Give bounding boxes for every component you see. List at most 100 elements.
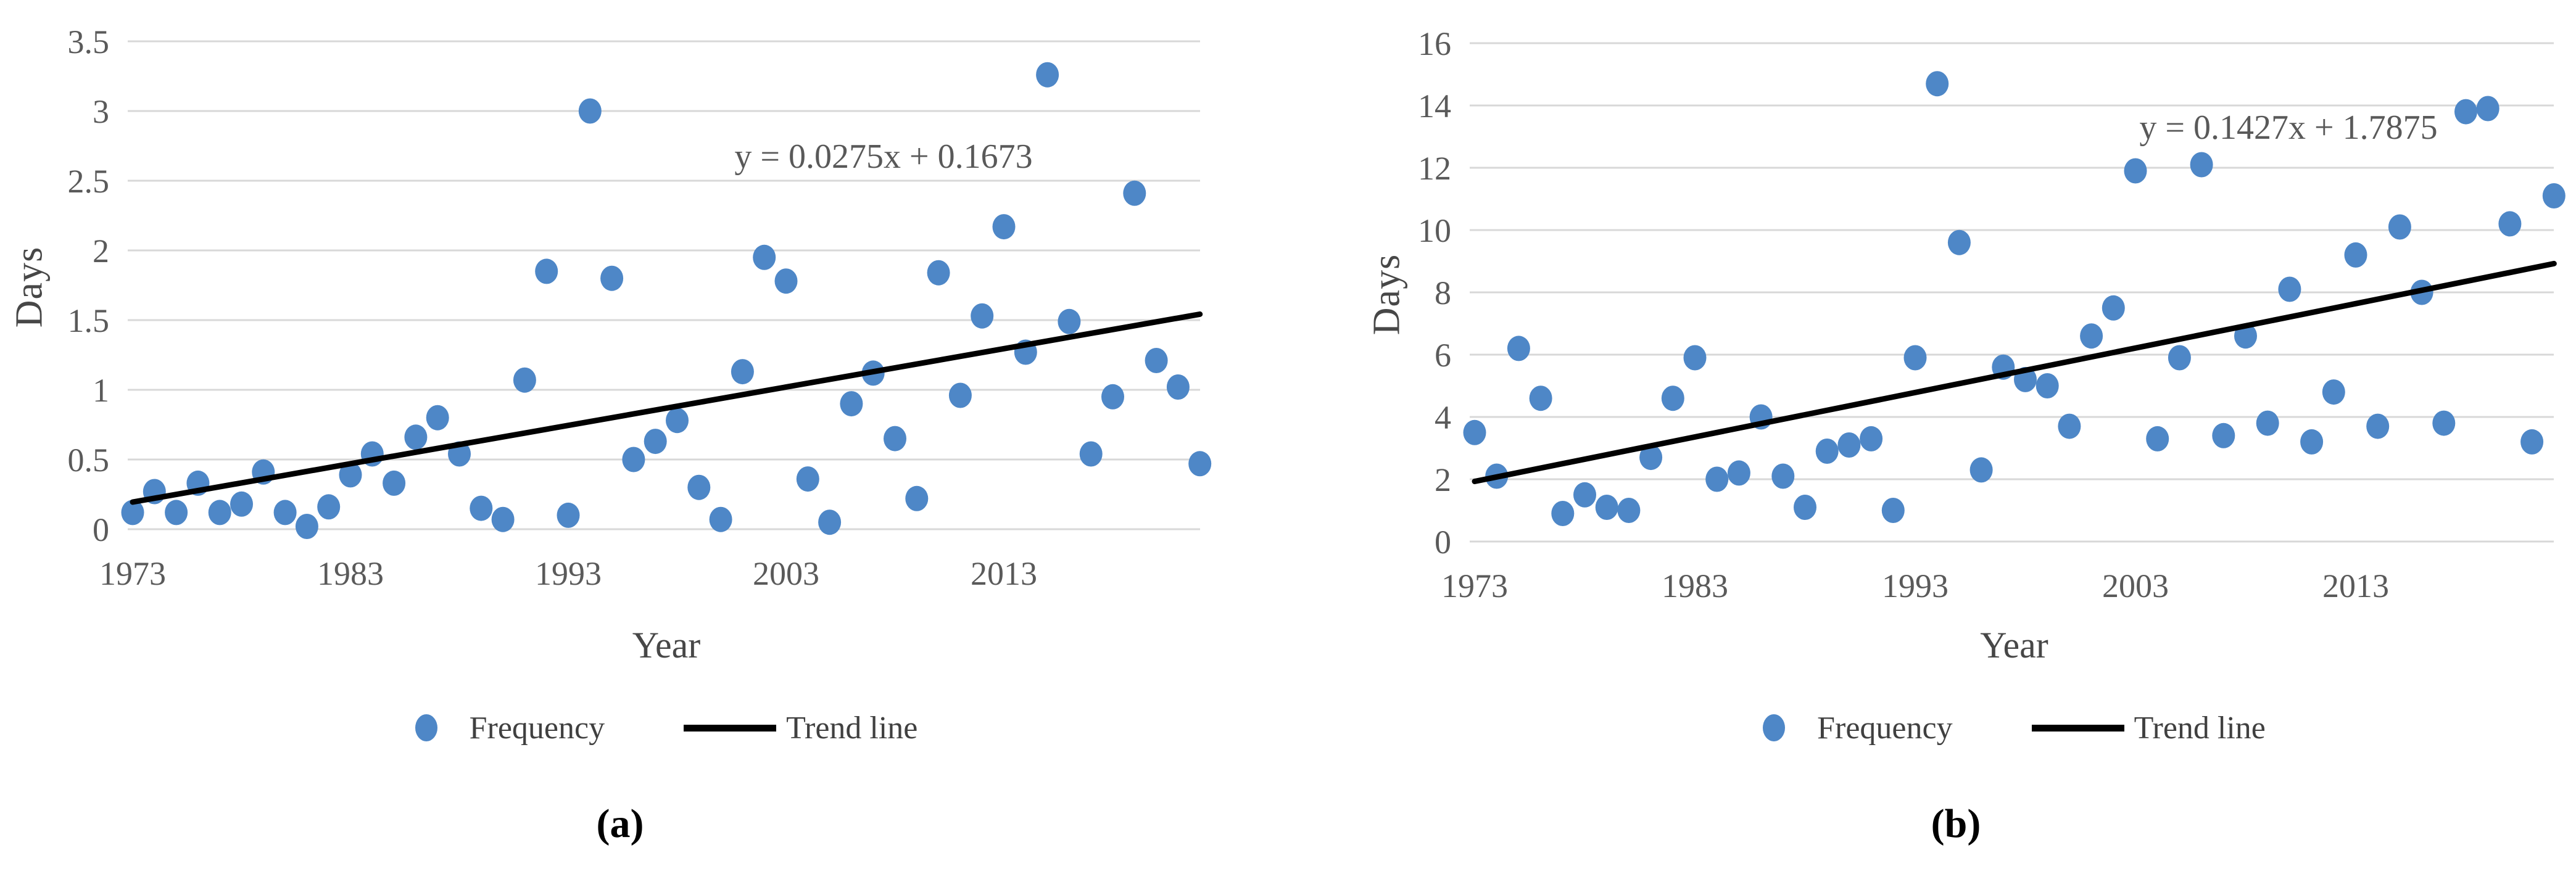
data-point bbox=[1639, 445, 1663, 471]
trend-equation-a: y = 0.0275x + 0.1673 bbox=[734, 138, 1033, 176]
legend-label-frequency: Frequency bbox=[469, 710, 605, 746]
y-tick-label: 1.5 bbox=[68, 302, 110, 339]
legend-a: Frequency Trend line bbox=[133, 703, 1200, 752]
trend-equation-b: y = 0.1427x + 1.7875 bbox=[2139, 109, 2438, 147]
y-tick-label: 8 bbox=[1435, 274, 1451, 311]
data-point bbox=[796, 466, 819, 492]
data-point bbox=[2344, 242, 2367, 268]
data-point bbox=[2080, 323, 2103, 349]
y-tick-label: 0 bbox=[1435, 524, 1451, 561]
data-point bbox=[1123, 180, 1146, 206]
data-point bbox=[230, 491, 253, 517]
data-point bbox=[644, 429, 667, 455]
data-point bbox=[840, 391, 863, 417]
data-point bbox=[121, 500, 144, 525]
data-point bbox=[383, 470, 406, 496]
data-point bbox=[339, 462, 362, 488]
data-point bbox=[1860, 426, 1883, 451]
data-point bbox=[1771, 463, 1795, 489]
data-point bbox=[2058, 413, 2081, 439]
legend-label-trendline: Trend line bbox=[786, 710, 918, 746]
x-tick-label: 1973 bbox=[1441, 567, 1508, 604]
y-tick-label: 1 bbox=[93, 372, 109, 409]
y-axis-title-b: Days bbox=[1365, 253, 1408, 336]
y-tick-label: 12 bbox=[1418, 150, 1451, 187]
trend-line bbox=[130, 311, 1203, 505]
y-tick-label: 2 bbox=[93, 233, 109, 270]
data-point bbox=[774, 268, 798, 294]
data-point bbox=[1881, 498, 1905, 523]
data-point bbox=[2124, 158, 2147, 184]
data-point bbox=[1079, 441, 1103, 467]
data-point bbox=[165, 500, 188, 525]
y-tick-label: 10 bbox=[1418, 212, 1451, 249]
x-tick-label: 1993 bbox=[535, 555, 602, 592]
data-point bbox=[1507, 336, 1530, 361]
data-point bbox=[1529, 385, 1552, 411]
y-tick-label: 3 bbox=[93, 93, 109, 130]
data-point bbox=[404, 424, 428, 450]
scatter-chart-b: 0 2 4 6 8 10 12 14 16 1973 1983 1993 2003 2013 bbox=[1418, 25, 2566, 604]
y-tick-label: 2.5 bbox=[68, 163, 110, 200]
y-tick-label: 0.5 bbox=[68, 442, 110, 479]
data-point bbox=[1036, 62, 1059, 88]
data-point bbox=[1837, 432, 1861, 458]
data-point bbox=[1058, 308, 1081, 334]
y-tick-label: 2 bbox=[1435, 461, 1451, 498]
data-point bbox=[2168, 345, 2191, 371]
data-point bbox=[1101, 384, 1124, 410]
data-point bbox=[470, 495, 493, 521]
data-point bbox=[2146, 426, 2169, 451]
data-point bbox=[2454, 99, 2477, 125]
x-tick-label: 1983 bbox=[317, 555, 384, 592]
data-point bbox=[2388, 214, 2411, 240]
legend-label-frequency: Frequency bbox=[1817, 710, 1953, 746]
data-point bbox=[1617, 498, 1641, 523]
x-axis-title-b: Year bbox=[1980, 625, 2048, 666]
trend-line bbox=[1472, 260, 2557, 484]
panel-a: 0 0.5 1 1.5 2 2.5 3 3.5 1973 1983 1993 2003 2013 Day… bbox=[0, 0, 1240, 882]
data-point bbox=[2432, 410, 2456, 436]
data-point bbox=[992, 214, 1016, 240]
data-point bbox=[1683, 345, 1707, 371]
data-point bbox=[2102, 295, 2125, 321]
y-tick-label: 6 bbox=[1435, 337, 1451, 374]
y-tick-label: 4 bbox=[1435, 399, 1451, 436]
data-point bbox=[927, 260, 950, 286]
data-point bbox=[1815, 439, 1839, 464]
data-point bbox=[971, 303, 994, 329]
legend-b: Frequency Trend line bbox=[1475, 703, 2554, 752]
data-point bbox=[687, 474, 711, 500]
data-point bbox=[2190, 152, 2213, 178]
data-point bbox=[513, 367, 536, 393]
x-tick-label: 1993 bbox=[1882, 567, 1949, 604]
data-point bbox=[905, 485, 929, 511]
x-tick-label: 2013 bbox=[971, 555, 1037, 592]
data-point bbox=[753, 244, 776, 270]
data-point bbox=[2366, 413, 2390, 439]
data-point bbox=[1969, 457, 1993, 483]
data-point bbox=[884, 426, 906, 451]
data-point bbox=[2476, 96, 2499, 122]
data-point bbox=[1903, 345, 1927, 371]
x-tick-label: 2003 bbox=[2102, 567, 2169, 604]
panel-caption-b: (b) bbox=[1931, 801, 1981, 846]
y-tick-label: 14 bbox=[1418, 88, 1451, 125]
data-point bbox=[1595, 495, 1618, 520]
data-point bbox=[1188, 451, 1212, 477]
data-point bbox=[1661, 385, 1684, 411]
data-point bbox=[2036, 373, 2059, 398]
x-tick-label: 2013 bbox=[2322, 567, 2389, 604]
data-point bbox=[2256, 410, 2279, 436]
data-point bbox=[1551, 501, 1575, 526]
data-point bbox=[622, 447, 645, 472]
data-point bbox=[317, 494, 341, 520]
data-point bbox=[2520, 429, 2544, 455]
data-point bbox=[2542, 183, 2566, 208]
frequency-marker-icon bbox=[1763, 714, 1786, 741]
data-point bbox=[2212, 422, 2235, 448]
y-axis-title-a: Days bbox=[8, 246, 51, 328]
data-point bbox=[731, 359, 754, 385]
data-point bbox=[491, 506, 515, 532]
data-point bbox=[578, 98, 602, 124]
